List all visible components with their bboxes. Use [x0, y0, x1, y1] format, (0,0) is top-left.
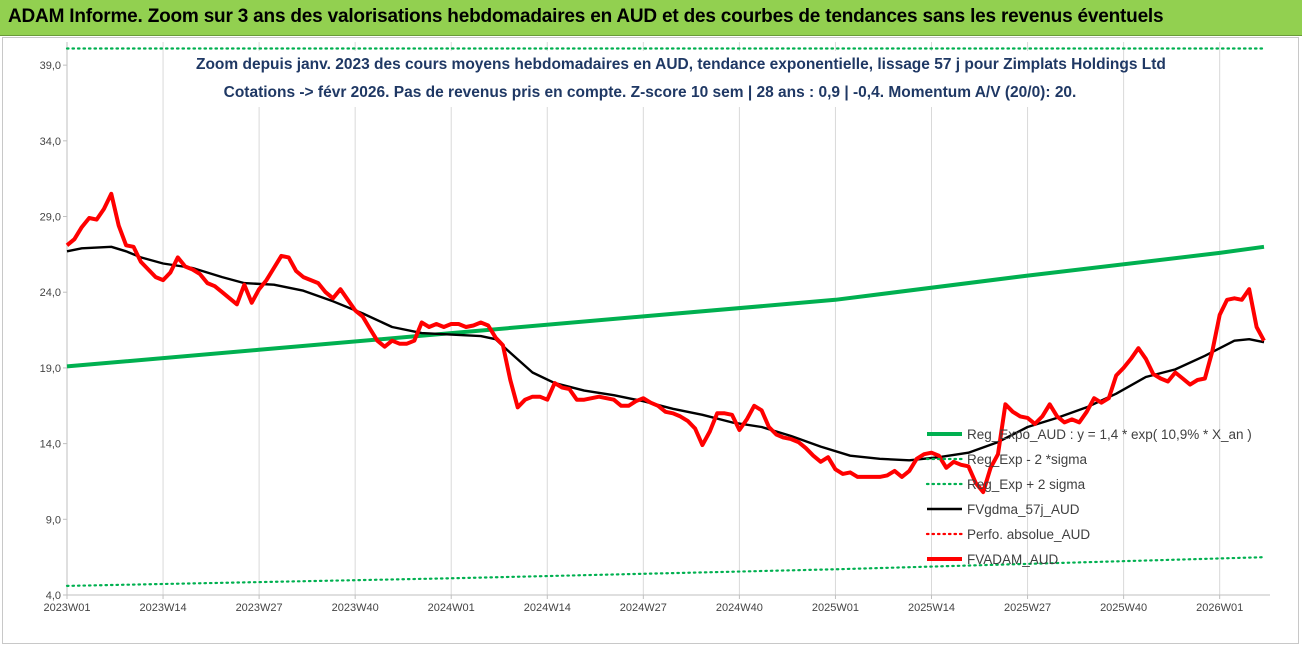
legend-label-4: Perfo. absolue_AUD: [967, 527, 1090, 542]
x-tick-label: 2025W40: [1100, 602, 1147, 614]
y-tick-label: 24,0: [40, 287, 61, 299]
grid: [66, 42, 1221, 595]
chart-frame: [2, 37, 1299, 644]
series-line-0: [66, 244, 1265, 369]
legend: Reg_Expo_AUD : y = 1,4 * exp( 10,9% * X_…: [925, 427, 1252, 567]
legend-label-3: FVgdma_57j_AUD: [967, 502, 1080, 517]
legend-label-2: Reg_Exp + 2 sigma: [967, 477, 1086, 492]
series-layer: [65, 47, 1266, 587]
x-tick-label: 2023W40: [332, 602, 379, 614]
y-tick-label: 4,0: [46, 590, 61, 602]
legend-label-1: Reg_Exp - 2 *sigma: [967, 452, 1088, 467]
y-tick-label: 9,0: [46, 514, 61, 526]
chart-subtitle: Cotations -> févr 2026. Pas de revenus p…: [223, 84, 1077, 101]
x-tick-label: 2026W01: [1196, 602, 1243, 614]
y-tick-label: 39,0: [40, 60, 61, 72]
banner-title: ADAM Informe. Zoom sur 3 ans des valoris…: [8, 6, 1164, 27]
y-tick-label: 29,0: [40, 212, 61, 224]
x-tick-label: 2023W27: [236, 602, 283, 614]
series-line-3: [66, 245, 1265, 462]
chart-title: Zoom depuis janv. 2023 des cours moyens …: [196, 56, 1166, 73]
x-tick-label: 2025W14: [908, 602, 955, 614]
x-tick-label: 2024W01: [428, 602, 475, 614]
legend-label-0: Reg_Expo_AUD : y = 1,4 * exp( 10,9% * X_…: [967, 427, 1252, 442]
x-tick-label: 2025W27: [1004, 602, 1051, 614]
x-tick-label: 2024W27: [620, 602, 667, 614]
legend-label-5: FVADAM_AUD: [967, 552, 1059, 567]
series-line-5: [65, 191, 1266, 495]
chart-title-block: Zoom depuis janv. 2023 des cours moyens …: [190, 51, 1166, 107]
banner: ADAM Informe. Zoom sur 3 ans des valoris…: [0, 0, 1302, 36]
y-tick-label: 34,0: [40, 136, 61, 148]
x-tick-label: 2024W40: [716, 602, 763, 614]
x-tick-label: 2025W01: [812, 602, 859, 614]
x-tick-label: 2024W14: [524, 602, 571, 614]
y-tick-label: 19,0: [40, 363, 61, 375]
series-line-1: [65, 556, 1266, 587]
axes: 4,0 9,0 14,0 19,0 24,0 29,0 34,0 39,0 2023W01 202…: [40, 42, 1270, 614]
y-tick-label: 14,0: [40, 439, 61, 451]
x-tick-label: 2023W01: [43, 602, 90, 614]
x-tick-label: 2023W14: [140, 602, 187, 614]
